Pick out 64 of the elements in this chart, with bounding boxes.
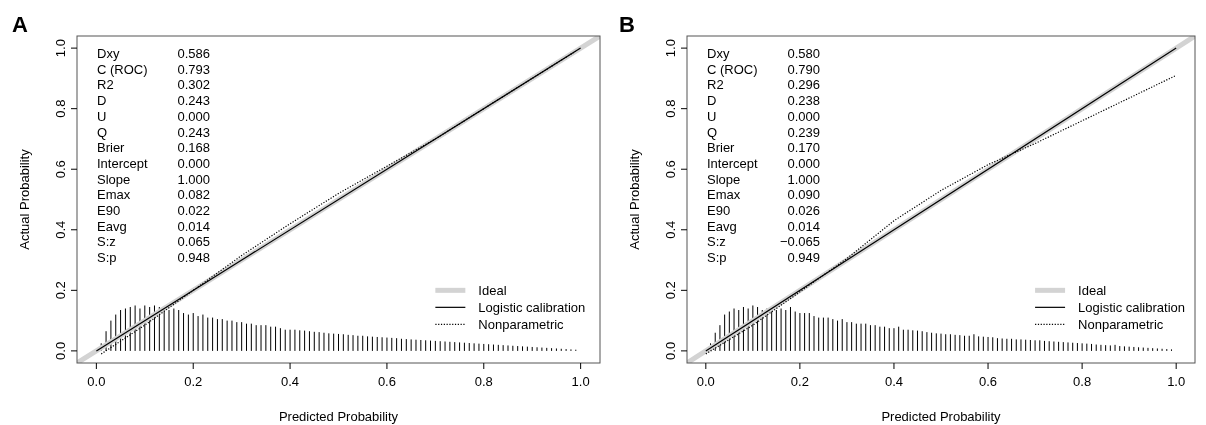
x-tick-label: 0.4 <box>281 374 300 389</box>
x-tick-label: 0.6 <box>377 374 396 389</box>
x-tick-label: 1.0 <box>571 374 590 389</box>
text: Slope 1.000 <box>97 171 210 187</box>
y-tick-label: 0.0 <box>663 341 678 360</box>
text: D 0.243 <box>97 93 210 109</box>
legend-label: Nonparametric <box>478 317 565 333</box>
y-tick-label: 0.2 <box>663 281 678 300</box>
text: S:p 0.949 <box>707 250 820 266</box>
text: Emax 0.082 <box>97 187 210 203</box>
y-axis-title: Actual Probability <box>627 148 642 250</box>
x-tick-label: 0.2 <box>790 374 809 389</box>
text: U 0.000 <box>97 108 210 124</box>
text: Slope 1.000 <box>707 171 820 187</box>
text: Eavg 0.014 <box>97 218 210 234</box>
text: Eavg 0.014 <box>707 218 820 234</box>
text: U 0.000 <box>707 108 820 124</box>
text: Intercept 0.000 <box>707 155 820 171</box>
legend-label: Logistic calibration <box>478 300 586 316</box>
text: S:z −0.065 <box>707 234 820 250</box>
y-tick-label: 0.2 <box>53 281 68 300</box>
legend-label: Ideal <box>1078 283 1107 299</box>
text: Brier 0.168 <box>97 140 210 156</box>
chart-title: B <box>619 12 635 37</box>
text: Dxy 0.586 <box>97 46 210 61</box>
x-tick-label: 0.6 <box>979 374 998 389</box>
x-tick-label: 0.0 <box>696 374 715 389</box>
text: D 0.238 <box>707 93 820 109</box>
y-axis-title: Actual Probability <box>17 148 32 250</box>
x-tick-label: 0.2 <box>184 374 203 389</box>
chart-title: A <box>12 12 28 37</box>
y-tick-label: 0.4 <box>663 220 678 239</box>
y-tick-label: 1.0 <box>663 39 678 58</box>
text: Intercept 0.000 <box>97 155 210 171</box>
y-tick-label: 0.0 <box>53 341 68 360</box>
text: R2 0.296 <box>707 77 820 93</box>
y-tick-label: 0.6 <box>53 160 68 179</box>
y-tick-label: 0.8 <box>53 99 68 118</box>
text: E90 0.026 <box>707 203 820 218</box>
text: C (ROC) 0.793 <box>97 61 210 77</box>
text: Brier 0.170 <box>707 140 820 156</box>
text: S:p 0.948 <box>97 250 210 266</box>
text: Q 0.239 <box>707 124 820 140</box>
x-axis-title: Predicted Probability <box>881 409 1002 424</box>
text: E90 0.022 <box>97 203 210 218</box>
text: Emax 0.090 <box>707 187 820 203</box>
y-tick-label: 1.0 <box>53 39 68 58</box>
text: C (ROC) 0.790 <box>707 61 820 77</box>
x-axis-title: Predicted Probability <box>278 409 399 424</box>
x-tick-label: 0.8 <box>474 374 493 389</box>
text: R2 0.302 <box>97 77 210 93</box>
text: Dxy 0.580 <box>707 46 820 61</box>
text: Q 0.243 <box>97 124 210 140</box>
x-tick-label: 0.0 <box>87 374 106 389</box>
legend-label: Logistic calibration <box>1078 300 1186 316</box>
legend-label: Ideal <box>478 283 507 299</box>
x-tick-label: 0.8 <box>1073 374 1092 389</box>
x-tick-label: 0.4 <box>884 374 903 389</box>
x-tick-label: 1.0 <box>1167 374 1186 389</box>
y-tick-label: 0.6 <box>663 160 678 179</box>
legend-label: Nonparametric <box>1078 317 1164 333</box>
y-tick-label: 0.8 <box>663 99 678 118</box>
text: S:z 0.065 <box>97 234 210 250</box>
y-tick-label: 0.4 <box>53 220 68 239</box>
